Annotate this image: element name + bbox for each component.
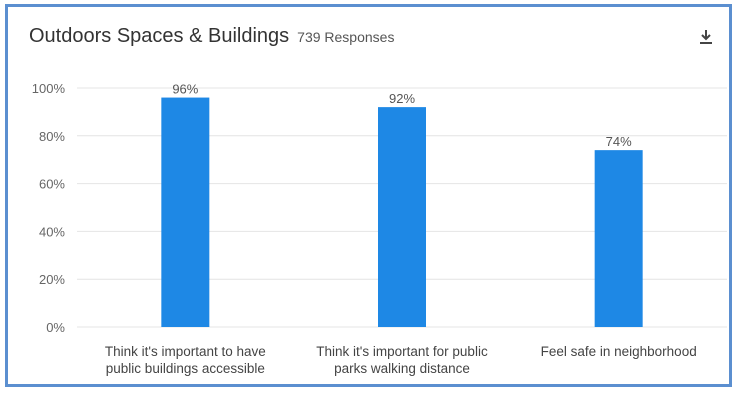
data-label: 96%	[172, 82, 198, 97]
y-tick-label: 0%	[46, 320, 65, 335]
x-category-label-line: public buildings accessible	[106, 361, 265, 376]
bar	[378, 107, 426, 328]
download-button[interactable]	[697, 27, 715, 47]
x-category-label: Feel safe in neighborhood	[541, 344, 697, 359]
x-category-label-line: Think it's important for public	[316, 344, 488, 359]
download-icon	[700, 30, 712, 44]
data-label: 92%	[389, 91, 415, 106]
y-tick-label: 80%	[39, 129, 65, 144]
chart-title: Outdoors Spaces & Buildings	[29, 25, 290, 47]
chart-header: Outdoors Spaces & Buildings 739 Response…	[29, 25, 394, 53]
x-category-label: Think it's important for public parks wal…	[316, 344, 488, 376]
y-tick-label: 100%	[32, 81, 66, 96]
bar	[594, 150, 643, 327]
x-category-label: Think it's important to have public build…	[105, 344, 266, 376]
y-tick-label: 40%	[39, 224, 65, 239]
y-tick-label: 20%	[39, 272, 65, 287]
y-tick-label: 60%	[39, 177, 65, 192]
bar	[161, 97, 210, 327]
x-category-label-line: Think it's important to have	[105, 344, 266, 359]
x-category-label-line: parks walking distance	[334, 361, 470, 376]
x-category-label-line: Feel safe in neighborhood	[541, 344, 697, 359]
data-label: 74%	[606, 134, 632, 149]
response-count: 739 Responses	[297, 29, 395, 45]
